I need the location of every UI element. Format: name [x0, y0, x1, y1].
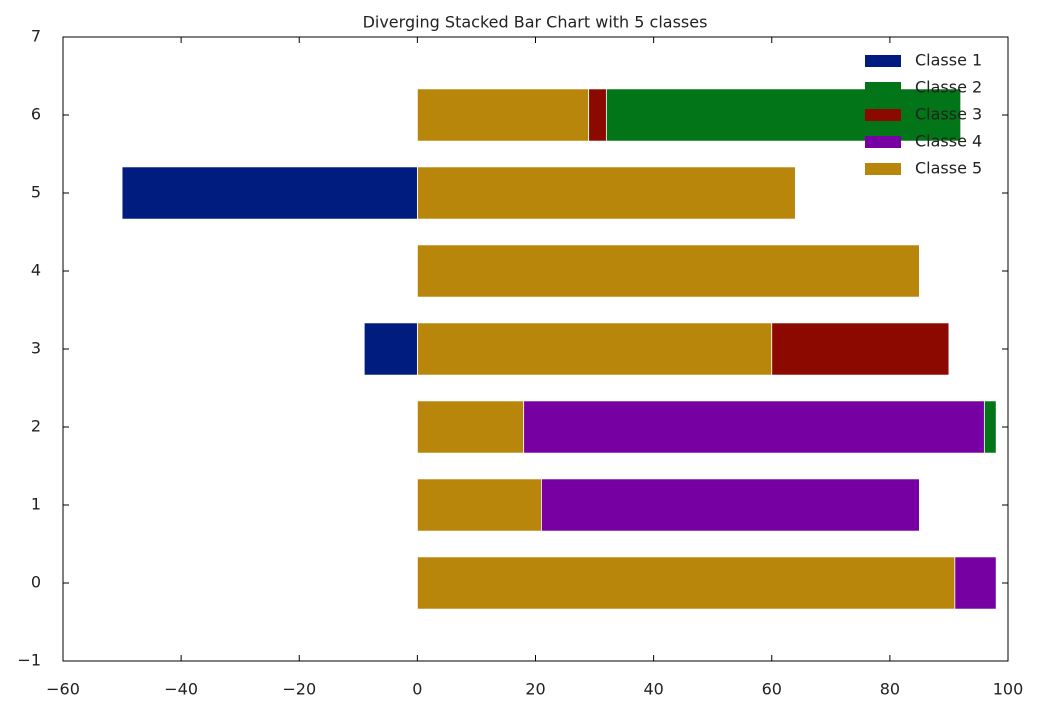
y-tick-label: 3: [31, 339, 41, 358]
bar-segment: [416, 88, 590, 142]
legend-swatch: [865, 109, 901, 121]
x-tick-label: 100: [993, 680, 1024, 699]
legend-swatch: [865, 55, 901, 67]
x-tick-label: 80: [880, 680, 900, 699]
bar-segment: [605, 88, 962, 142]
x-tick-label: 20: [525, 680, 545, 699]
x-tick-label: −60: [46, 680, 80, 699]
y-tick-label: 5: [31, 183, 41, 202]
x-tick-label: 60: [762, 680, 782, 699]
y-tick-label: 0: [31, 573, 41, 592]
x-tick-label: −20: [282, 680, 316, 699]
y-tick-label: 2: [31, 417, 41, 436]
bar-segment: [954, 556, 997, 610]
legend-swatch: [865, 163, 901, 175]
bar-segment: [983, 400, 997, 454]
x-tick-label: −40: [164, 680, 198, 699]
legend-swatch: [865, 82, 901, 94]
y-tick-label: 7: [31, 27, 41, 46]
bar-segment: [416, 400, 525, 454]
legend-label: Classe 5: [915, 159, 982, 178]
bar-segment: [588, 88, 607, 142]
bar-segment: [121, 166, 418, 220]
legend-label: Classe 2: [915, 78, 982, 97]
y-tick-label: −1: [17, 651, 41, 670]
bar-segment: [523, 400, 985, 454]
y-tick-label: 4: [31, 261, 41, 280]
bar-segment: [541, 478, 920, 532]
bar-segment: [771, 322, 950, 376]
chart-title: Diverging Stacked Bar Chart with 5 class…: [363, 13, 708, 32]
bar-segment: [416, 322, 773, 376]
bar-segment: [416, 556, 956, 610]
legend-label: Classe 3: [915, 105, 982, 124]
legend-label: Classe 1: [915, 51, 982, 70]
bar-segment: [363, 322, 418, 376]
legend-swatch: [865, 136, 901, 148]
y-tick-label: 6: [31, 105, 41, 124]
bar-segment: [416, 244, 920, 298]
x-tick-label: 40: [643, 680, 663, 699]
x-tick-label: 0: [412, 680, 422, 699]
bar-segment: [416, 166, 796, 220]
legend-label: Classe 4: [915, 132, 982, 151]
bar-segment: [416, 478, 542, 532]
y-tick-label: 1: [31, 495, 41, 514]
